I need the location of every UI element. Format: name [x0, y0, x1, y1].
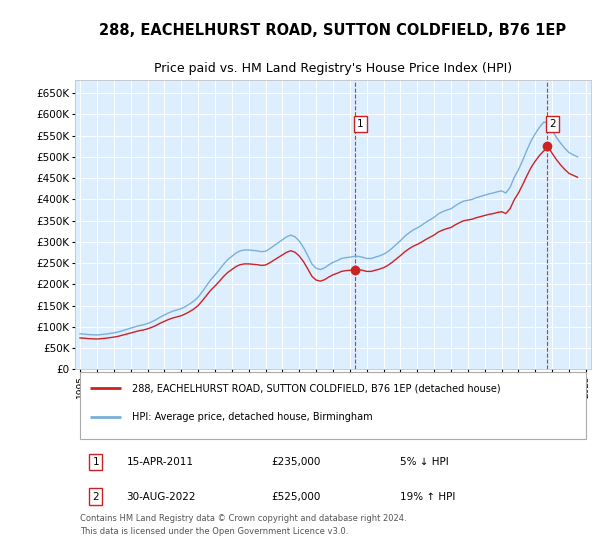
Text: 5% ↓ HPI: 5% ↓ HPI: [400, 457, 449, 467]
Text: 1: 1: [357, 119, 364, 129]
Text: Price paid vs. HM Land Registry's House Price Index (HPI): Price paid vs. HM Land Registry's House …: [154, 63, 512, 76]
Text: HPI: Average price, detached house, Birmingham: HPI: Average price, detached house, Birm…: [132, 412, 373, 422]
Text: 2: 2: [549, 119, 556, 129]
Text: 15-APR-2011: 15-APR-2011: [127, 457, 194, 467]
Text: 30-AUG-2022: 30-AUG-2022: [127, 492, 196, 502]
Text: 1: 1: [92, 457, 99, 467]
Text: £525,000: £525,000: [271, 492, 320, 502]
Text: 2: 2: [92, 492, 99, 502]
Text: 19% ↑ HPI: 19% ↑ HPI: [400, 492, 455, 502]
Text: 288, EACHELHURST ROAD, SUTTON COLDFIELD, B76 1EP: 288, EACHELHURST ROAD, SUTTON COLDFIELD,…: [100, 24, 566, 38]
Text: £235,000: £235,000: [271, 457, 320, 467]
Text: 288, EACHELHURST ROAD, SUTTON COLDFIELD, B76 1EP (detached house): 288, EACHELHURST ROAD, SUTTON COLDFIELD,…: [132, 383, 500, 393]
FancyBboxPatch shape: [80, 372, 586, 439]
Text: Contains HM Land Registry data © Crown copyright and database right 2024.
This d: Contains HM Land Registry data © Crown c…: [80, 514, 407, 536]
